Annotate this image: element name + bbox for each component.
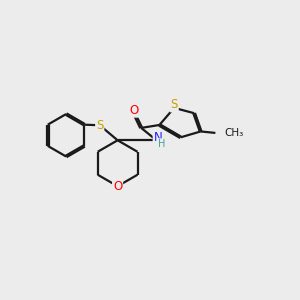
Text: CH₃: CH₃ (224, 128, 243, 138)
Text: S: S (96, 119, 103, 132)
Text: N: N (154, 131, 162, 144)
Text: H: H (158, 139, 165, 149)
Text: O: O (113, 180, 122, 193)
Text: S: S (170, 98, 178, 112)
Text: O: O (129, 104, 138, 117)
